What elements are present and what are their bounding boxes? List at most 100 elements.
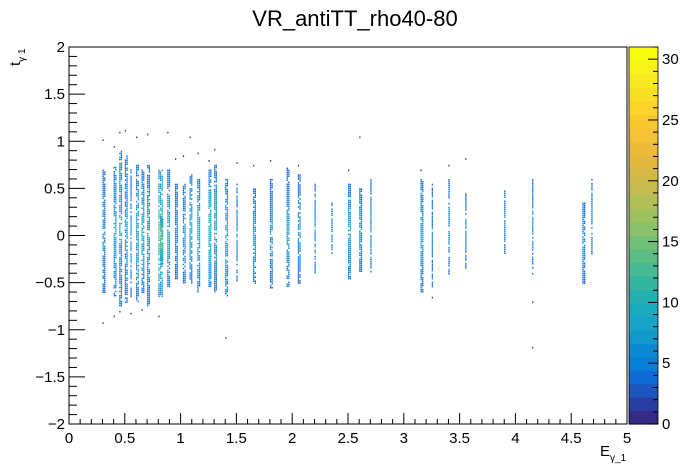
heatmap-cell <box>126 203 128 205</box>
palette-swatch <box>629 141 658 156</box>
heatmap-cell <box>102 271 104 274</box>
heatmap-cell <box>431 281 433 284</box>
heatmap-cell <box>120 260 123 263</box>
heatmap-cell <box>269 202 272 205</box>
heatmap-cell <box>126 245 128 247</box>
heatmap-cell <box>124 255 127 257</box>
heatmap-cell <box>158 275 160 278</box>
heatmap-cell <box>120 278 123 281</box>
heatmap-cell <box>161 209 163 212</box>
heatmap-cell <box>119 302 121 305</box>
heatmap-cell <box>349 227 351 230</box>
heatmap-cell <box>124 187 127 189</box>
heatmap-cell <box>214 174 216 177</box>
heatmap-cell <box>349 211 351 214</box>
heatmap-cell <box>431 199 433 202</box>
heatmap-cell <box>208 173 210 176</box>
heatmap-cell <box>422 268 424 271</box>
heatmap-cell <box>120 258 123 261</box>
heatmap-cell <box>136 294 138 297</box>
heatmap-cell <box>254 272 256 274</box>
heatmap-cell <box>136 180 138 183</box>
x-axis-tick-label: 2 <box>288 430 296 447</box>
heatmap-cell <box>210 193 212 196</box>
heatmap-cell <box>197 190 199 193</box>
heatmap-cell <box>143 207 145 210</box>
heatmap-cell <box>175 271 177 274</box>
heatmap-cell <box>271 242 273 245</box>
heatmap-cell <box>584 272 586 275</box>
heatmap-cell <box>225 280 227 283</box>
heatmap-cell <box>176 245 178 248</box>
heatmap-cell <box>120 292 123 295</box>
heatmap-cell <box>214 244 216 247</box>
heatmap-cell <box>198 284 201 287</box>
heatmap-cell <box>167 201 169 204</box>
heatmap-cell <box>215 202 217 205</box>
heatmap-cell <box>288 259 290 262</box>
heatmap-cell <box>191 264 193 266</box>
heatmap-cell <box>120 158 123 161</box>
heatmap-cell <box>161 255 163 258</box>
heatmap-cell <box>102 183 104 186</box>
heatmap-cell <box>120 206 123 209</box>
heatmap-cell <box>191 280 193 282</box>
palette-tick-label: 15 <box>662 234 679 251</box>
heatmap-cell <box>182 231 185 234</box>
heatmap-cell <box>349 269 351 272</box>
heatmap-cell <box>120 254 123 257</box>
heatmap-cell <box>175 199 177 202</box>
palette-swatch <box>629 289 658 304</box>
heatmap-cell <box>126 175 128 177</box>
heatmap-cell <box>215 254 217 257</box>
heatmap-cell <box>182 199 185 202</box>
heatmap-cell <box>182 155 185 157</box>
palette-swatch <box>629 343 658 358</box>
heatmap-cell <box>175 277 177 280</box>
heatmap-cell <box>119 208 121 211</box>
heatmap-cell <box>225 186 227 189</box>
heatmap-cell <box>214 204 216 207</box>
heatmap-cell <box>104 173 106 176</box>
heatmap-cell <box>314 185 316 188</box>
heatmap-cell <box>370 230 372 233</box>
heatmap-cell <box>167 281 169 284</box>
heatmap-cell <box>161 273 163 276</box>
heatmap-cell <box>359 238 361 240</box>
heatmap-cell <box>297 268 300 270</box>
heatmap-cell <box>314 269 316 272</box>
heatmap-cell <box>189 236 191 238</box>
heatmap-cell <box>225 214 227 217</box>
heatmap-cell <box>147 204 149 207</box>
heatmap-cell <box>210 221 212 224</box>
heatmap-cell <box>422 272 424 275</box>
heatmap-cell <box>126 231 128 233</box>
heatmap-cell <box>422 258 424 261</box>
heatmap-cell <box>158 293 160 296</box>
heatmap-cell <box>269 190 272 193</box>
heatmap-cell <box>422 198 424 201</box>
heatmap-cell <box>161 247 163 250</box>
heatmap-cell <box>143 285 145 288</box>
palette-swatch <box>629 87 658 102</box>
heatmap-cell <box>215 200 217 203</box>
heatmap-cell <box>360 216 363 218</box>
heatmap-cell <box>465 233 467 235</box>
heatmap-cell <box>226 294 229 297</box>
heatmap-cell <box>269 216 272 219</box>
heatmap-cell <box>286 193 288 196</box>
heatmap-cell <box>167 183 169 186</box>
heatmap-cell <box>120 250 123 253</box>
heatmap-cell <box>210 201 212 204</box>
heatmap-cell <box>141 183 143 186</box>
heatmap-cell <box>176 221 178 224</box>
heatmap-cell <box>189 222 191 224</box>
heatmap-cell <box>161 277 163 280</box>
heatmap-cell <box>148 212 150 215</box>
heatmap-cell <box>504 196 506 198</box>
heatmap-cell <box>120 174 123 177</box>
heatmap-cell <box>422 188 424 191</box>
heatmap-cell <box>299 222 301 224</box>
heatmap-cell <box>584 210 586 213</box>
heatmap-cell <box>370 240 372 243</box>
